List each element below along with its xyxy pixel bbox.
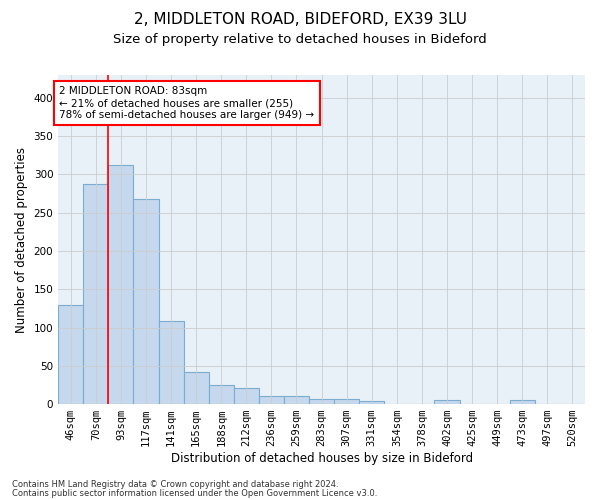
Bar [510, 400, 535, 404]
Bar [83, 184, 109, 404]
Text: Contains HM Land Registry data © Crown copyright and database right 2024.: Contains HM Land Registry data © Crown c… [12, 480, 338, 489]
Bar [184, 372, 209, 404]
Text: Size of property relative to detached houses in Bideford: Size of property relative to detached ho… [113, 32, 487, 46]
Bar [334, 398, 359, 404]
Bar [259, 396, 284, 404]
Bar [309, 398, 334, 404]
Bar [109, 164, 133, 404]
Text: 2, MIDDLETON ROAD, BIDEFORD, EX39 3LU: 2, MIDDLETON ROAD, BIDEFORD, EX39 3LU [133, 12, 467, 28]
Bar [359, 401, 385, 404]
Bar [284, 396, 309, 404]
Bar [209, 385, 234, 404]
X-axis label: Distribution of detached houses by size in Bideford: Distribution of detached houses by size … [170, 452, 473, 465]
Text: Contains public sector information licensed under the Open Government Licence v3: Contains public sector information licen… [12, 488, 377, 498]
Text: 2 MIDDLETON ROAD: 83sqm
← 21% of detached houses are smaller (255)
78% of semi-d: 2 MIDDLETON ROAD: 83sqm ← 21% of detache… [59, 86, 314, 120]
Bar [434, 400, 460, 404]
Bar [58, 304, 83, 404]
Y-axis label: Number of detached properties: Number of detached properties [15, 146, 28, 332]
Bar [234, 388, 259, 404]
Bar [158, 322, 184, 404]
Bar [133, 199, 158, 404]
